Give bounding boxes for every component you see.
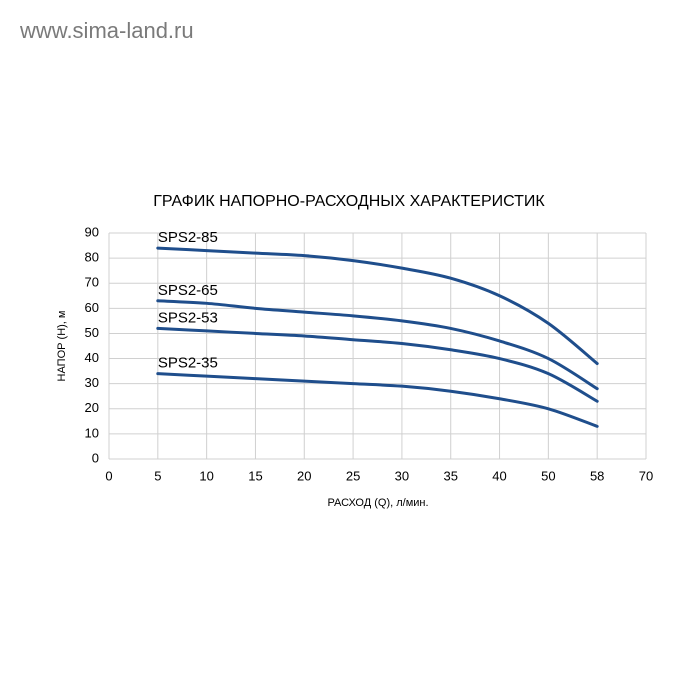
y-tick-label: 20 <box>85 400 99 415</box>
series-label: SPS2-65 <box>158 282 218 299</box>
x-tick-label: 20 <box>297 468 311 483</box>
y-tick-label: 40 <box>85 350 99 365</box>
series-line <box>156 326 599 403</box>
x-tick-label: 30 <box>395 468 409 483</box>
y-tick-label: 70 <box>85 275 99 290</box>
series-line <box>156 246 599 366</box>
series-label: SPS2-53 <box>158 309 218 326</box>
x-axis-label: РАСХОД (Q), л/мин. <box>327 497 428 509</box>
y-tick-label: 30 <box>85 375 99 390</box>
series-line <box>156 299 599 391</box>
x-tick-label: 35 <box>443 468 457 483</box>
series-label: SPS2-35 <box>158 355 218 372</box>
y-tick-label: 80 <box>85 250 99 265</box>
y-axis-label: НАПОР (Н), м <box>56 311 68 382</box>
y-tick-label: 10 <box>85 425 99 440</box>
y-tick-label: 60 <box>85 300 99 315</box>
x-tick-label: 0 <box>105 468 112 483</box>
series-label: SPS2-85 <box>158 229 218 246</box>
x-tick-label: 25 <box>346 468 360 483</box>
x-tick-label: 5 <box>154 468 161 483</box>
x-tick-label: 40 <box>492 468 506 483</box>
x-tick-label: 15 <box>248 468 262 483</box>
y-tick-label: 0 <box>92 450 99 465</box>
x-tick-label: 58 <box>590 468 604 483</box>
x-tick-label: 70 <box>639 468 653 483</box>
x-tick-label: 10 <box>199 468 213 483</box>
y-tick-label: 90 <box>85 224 99 239</box>
y-tick-label: 50 <box>85 325 99 340</box>
site-url: www.sima-land.ru <box>19 18 194 43</box>
chart-title: ГРАФИК НАПОРНО-РАСХОДНЫХ ХАРАКТЕРИСТИК <box>153 193 545 210</box>
series-line <box>156 372 599 428</box>
x-tick-label: 50 <box>541 468 555 483</box>
